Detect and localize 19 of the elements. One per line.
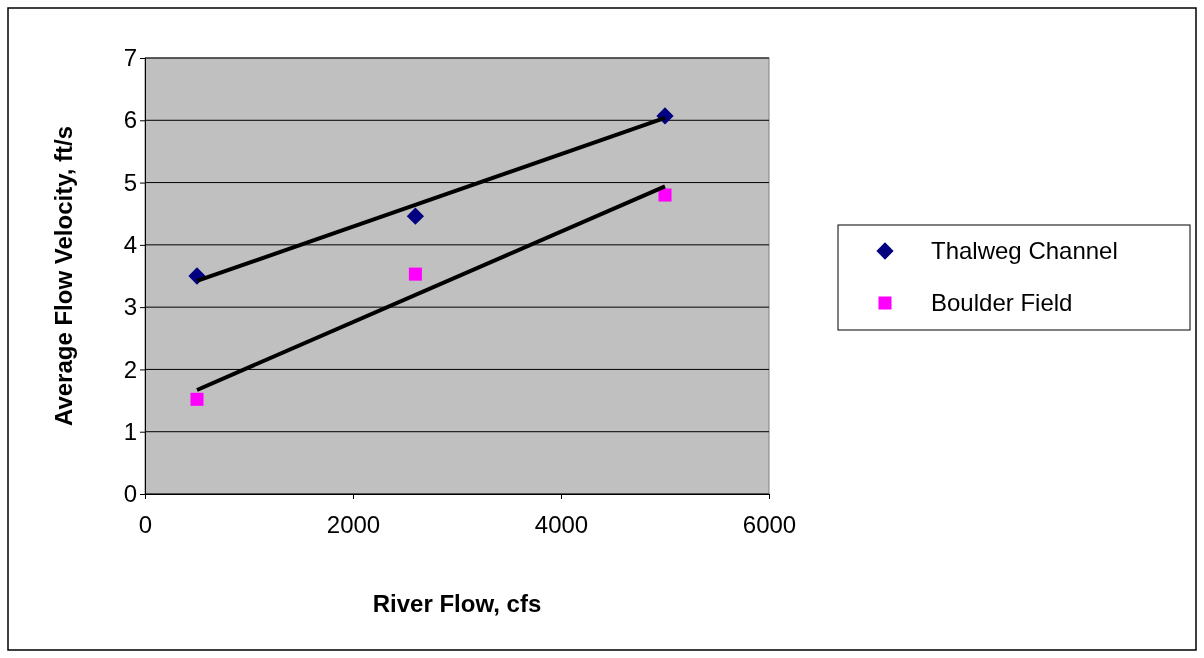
x-axis-title: River Flow, cfs: [372, 590, 542, 617]
y-tick-label: 1: [123, 417, 137, 445]
y-tick-label: 6: [123, 106, 137, 134]
point: [406, 207, 425, 225]
y-tick-label: 5: [123, 168, 137, 196]
y-tick-label: 3: [123, 293, 137, 321]
point: [408, 267, 422, 281]
y-tick-label: 4: [123, 231, 137, 259]
legend-label: Thalweg Channel: [931, 237, 1118, 264]
y-axis-title: Average Flow Velocity, ft/s: [50, 125, 77, 427]
point: [190, 392, 204, 406]
legend-label: Boulder Field: [931, 289, 1073, 316]
x-tick-label: 6000: [742, 511, 797, 539]
point: [658, 188, 672, 202]
y-tick-label: 0: [123, 480, 137, 508]
y-tick-label: 7: [123, 44, 137, 72]
x-tick-label: 4000: [534, 511, 589, 539]
x-tick-label: 2000: [326, 511, 381, 539]
y-tick-label: 2: [123, 355, 137, 383]
